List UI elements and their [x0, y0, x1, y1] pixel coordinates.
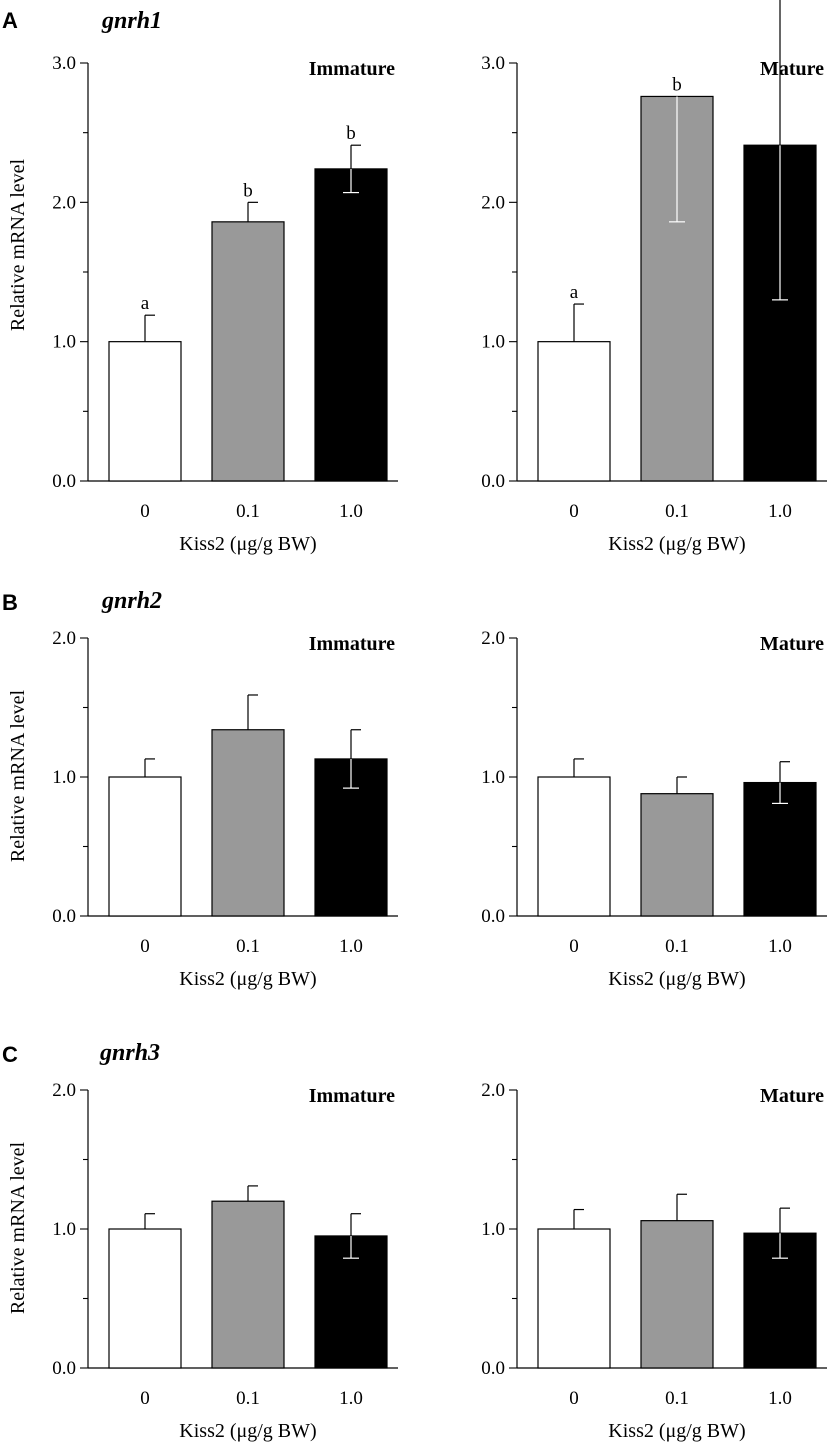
gene-title: gnrh1	[101, 8, 162, 34]
panel-letter: A	[2, 8, 18, 33]
x-tick-label: 1.0	[768, 1388, 792, 1409]
x-tick-label: 0.1	[665, 936, 689, 957]
x-tick-label: 0.1	[665, 501, 689, 522]
bar-0-1	[640, 1220, 714, 1369]
bar-0-1	[211, 1200, 285, 1369]
bar-1-0	[314, 1235, 388, 1369]
panel-letter: C	[2, 1042, 18, 1067]
bar-0	[537, 776, 611, 917]
bar-0	[537, 1228, 611, 1369]
significance-letter: b	[346, 123, 356, 144]
bar-0	[108, 1228, 182, 1369]
y-tick-label: 0.0	[52, 471, 76, 492]
stage-label: Mature	[760, 1085, 824, 1107]
x-axis-label: Kiss2 (μg/g BW)	[608, 968, 745, 990]
y-tick-label: 1.0	[481, 767, 505, 788]
bar-1-0	[743, 781, 817, 917]
y-tick-label: 0.0	[481, 471, 505, 492]
x-tick-label: 0	[569, 1388, 579, 1409]
y-tick-label: 1.0	[481, 1219, 505, 1240]
y-tick-label: 1.0	[481, 332, 505, 353]
stage-label: Immature	[309, 58, 395, 80]
x-tick-label: 1.0	[768, 936, 792, 957]
significance-letter: b	[672, 74, 682, 95]
significance-letter: b	[243, 180, 253, 201]
y-tick-label: 3.0	[481, 53, 505, 74]
y-tick-label: 0.0	[481, 906, 505, 927]
bar-1-0	[314, 168, 388, 482]
x-axis-label: Kiss2 (μg/g BW)	[179, 1420, 316, 1442]
chart-b-mature: Mature 0.0 1.0 2.0 0 0.1 1.0 Kiss2 (μg/g BW)	[481, 628, 827, 990]
bar-0	[108, 776, 182, 917]
x-tick-label: 1.0	[768, 501, 792, 522]
chart-c-mature: Mature 0.0 1.0 2.0 0 0.1 1.0 Kiss2 (μg/g BW)	[481, 1080, 827, 1442]
x-axis-label: Kiss2 (μg/g BW)	[608, 1420, 745, 1442]
x-tick-label: 0	[140, 501, 150, 522]
x-tick-label: 0.1	[665, 1388, 689, 1409]
y-axis-label: Relative mRNA level	[7, 1141, 29, 1314]
x-tick-label: 0.1	[236, 936, 260, 957]
gene-title: gnrh3	[99, 1040, 160, 1066]
x-tick-label: 1.0	[339, 1388, 363, 1409]
x-axis-label: Kiss2 (μg/g BW)	[608, 533, 745, 555]
y-tick-label: 1.0	[52, 332, 76, 353]
panel-letter: B	[2, 590, 18, 615]
y-tick-label: 2.0	[481, 628, 505, 649]
y-axis-label: Relative mRNA level	[7, 158, 29, 331]
y-tick-label: 2.0	[481, 192, 505, 213]
y-axis-label: Relative mRNA level	[7, 689, 29, 862]
stage-label: Immature	[309, 633, 395, 655]
stage-label: Immature	[309, 1085, 395, 1107]
y-tick-label: 0.0	[52, 1358, 76, 1379]
x-tick-label: 0.1	[236, 501, 260, 522]
x-tick-label: 0.1	[236, 1388, 260, 1409]
x-tick-label: 1.0	[339, 936, 363, 957]
x-axis-label: Kiss2 (μg/g BW)	[179, 968, 316, 990]
x-tick-label: 0	[569, 501, 579, 522]
y-tick-label: 2.0	[52, 1080, 76, 1101]
x-tick-label: 0	[140, 1388, 150, 1409]
y-tick-label: 2.0	[52, 628, 76, 649]
bar-0-1	[211, 729, 285, 917]
x-axis-label: Kiss2 (μg/g BW)	[179, 533, 316, 555]
y-tick-label: 1.0	[52, 1219, 76, 1240]
x-tick-label: 1.0	[339, 501, 363, 522]
significance-letter: a	[570, 282, 579, 303]
bar-0	[108, 341, 182, 482]
y-tick-label: 2.0	[52, 192, 76, 213]
bar-0	[537, 341, 611, 482]
stage-label: Mature	[760, 58, 824, 80]
significance-letter: a	[141, 293, 150, 314]
bar-0-1	[640, 793, 714, 917]
y-tick-label: 0.0	[52, 906, 76, 927]
stage-label: Mature	[760, 633, 824, 655]
y-tick-label: 2.0	[481, 1080, 505, 1101]
x-tick-label: 0	[140, 936, 150, 957]
y-tick-label: 3.0	[52, 53, 76, 74]
y-tick-label: 0.0	[481, 1358, 505, 1379]
y-tick-label: 1.0	[52, 767, 76, 788]
bar-0-1	[211, 221, 285, 482]
gene-title: gnrh2	[101, 588, 162, 614]
x-tick-label: 0	[569, 936, 579, 957]
